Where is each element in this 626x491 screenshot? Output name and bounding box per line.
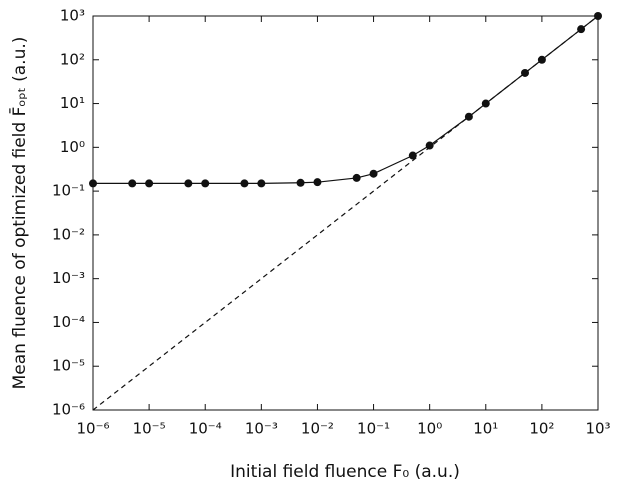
y-tick-label: 10⁻⁵ xyxy=(52,357,85,375)
data-point xyxy=(240,179,249,188)
data-point xyxy=(201,179,210,188)
data-point xyxy=(89,179,97,188)
data-point xyxy=(184,179,193,188)
x-tick-label: 10⁻⁶ xyxy=(76,420,109,438)
data-point xyxy=(313,178,322,187)
x-tick-label: 10¹ xyxy=(473,420,498,438)
series-line xyxy=(92,15,599,411)
y-tick-label: 10² xyxy=(60,50,85,68)
y-tick-label: 10⁻³ xyxy=(52,269,85,287)
data-point xyxy=(408,151,417,160)
x-tick-label: 10³ xyxy=(585,420,610,438)
x-tick-label: 10⁻² xyxy=(301,420,334,438)
data-point xyxy=(369,169,378,178)
plot-frame xyxy=(92,15,599,411)
x-tick-label: 10⁻¹ xyxy=(357,420,390,438)
y-tick-label: 10¹ xyxy=(60,94,85,112)
x-tick-label: 10⁰ xyxy=(417,420,442,438)
data-point xyxy=(425,141,434,150)
x-tick-label: 10⁻³ xyxy=(245,420,278,438)
data-point xyxy=(352,173,361,182)
x-tick-label: 10² xyxy=(529,420,554,438)
data-point xyxy=(296,178,305,187)
y-tick-label: 10⁻² xyxy=(52,225,85,243)
x-tick-label: 10⁻⁵ xyxy=(133,420,166,438)
y-tick-label: 10⁻⁴ xyxy=(52,313,85,331)
data-point xyxy=(257,179,266,188)
x-tick-label: 10⁻⁴ xyxy=(189,420,222,438)
y-tick-label: 10³ xyxy=(60,7,85,25)
series-line xyxy=(93,15,599,185)
data-point xyxy=(128,179,137,188)
y-tick-label: 10⁻⁶ xyxy=(52,401,85,419)
y-tick-label: 10⁰ xyxy=(60,138,85,156)
y-tick-label: 10⁻¹ xyxy=(52,182,85,200)
data-point xyxy=(145,179,154,188)
x-axis-title: Initial field fluence F₀ (a.u.) xyxy=(230,462,460,482)
y-axis-title: Mean fluence of optimized field F̄ₒₚₜ (a… xyxy=(8,37,30,390)
